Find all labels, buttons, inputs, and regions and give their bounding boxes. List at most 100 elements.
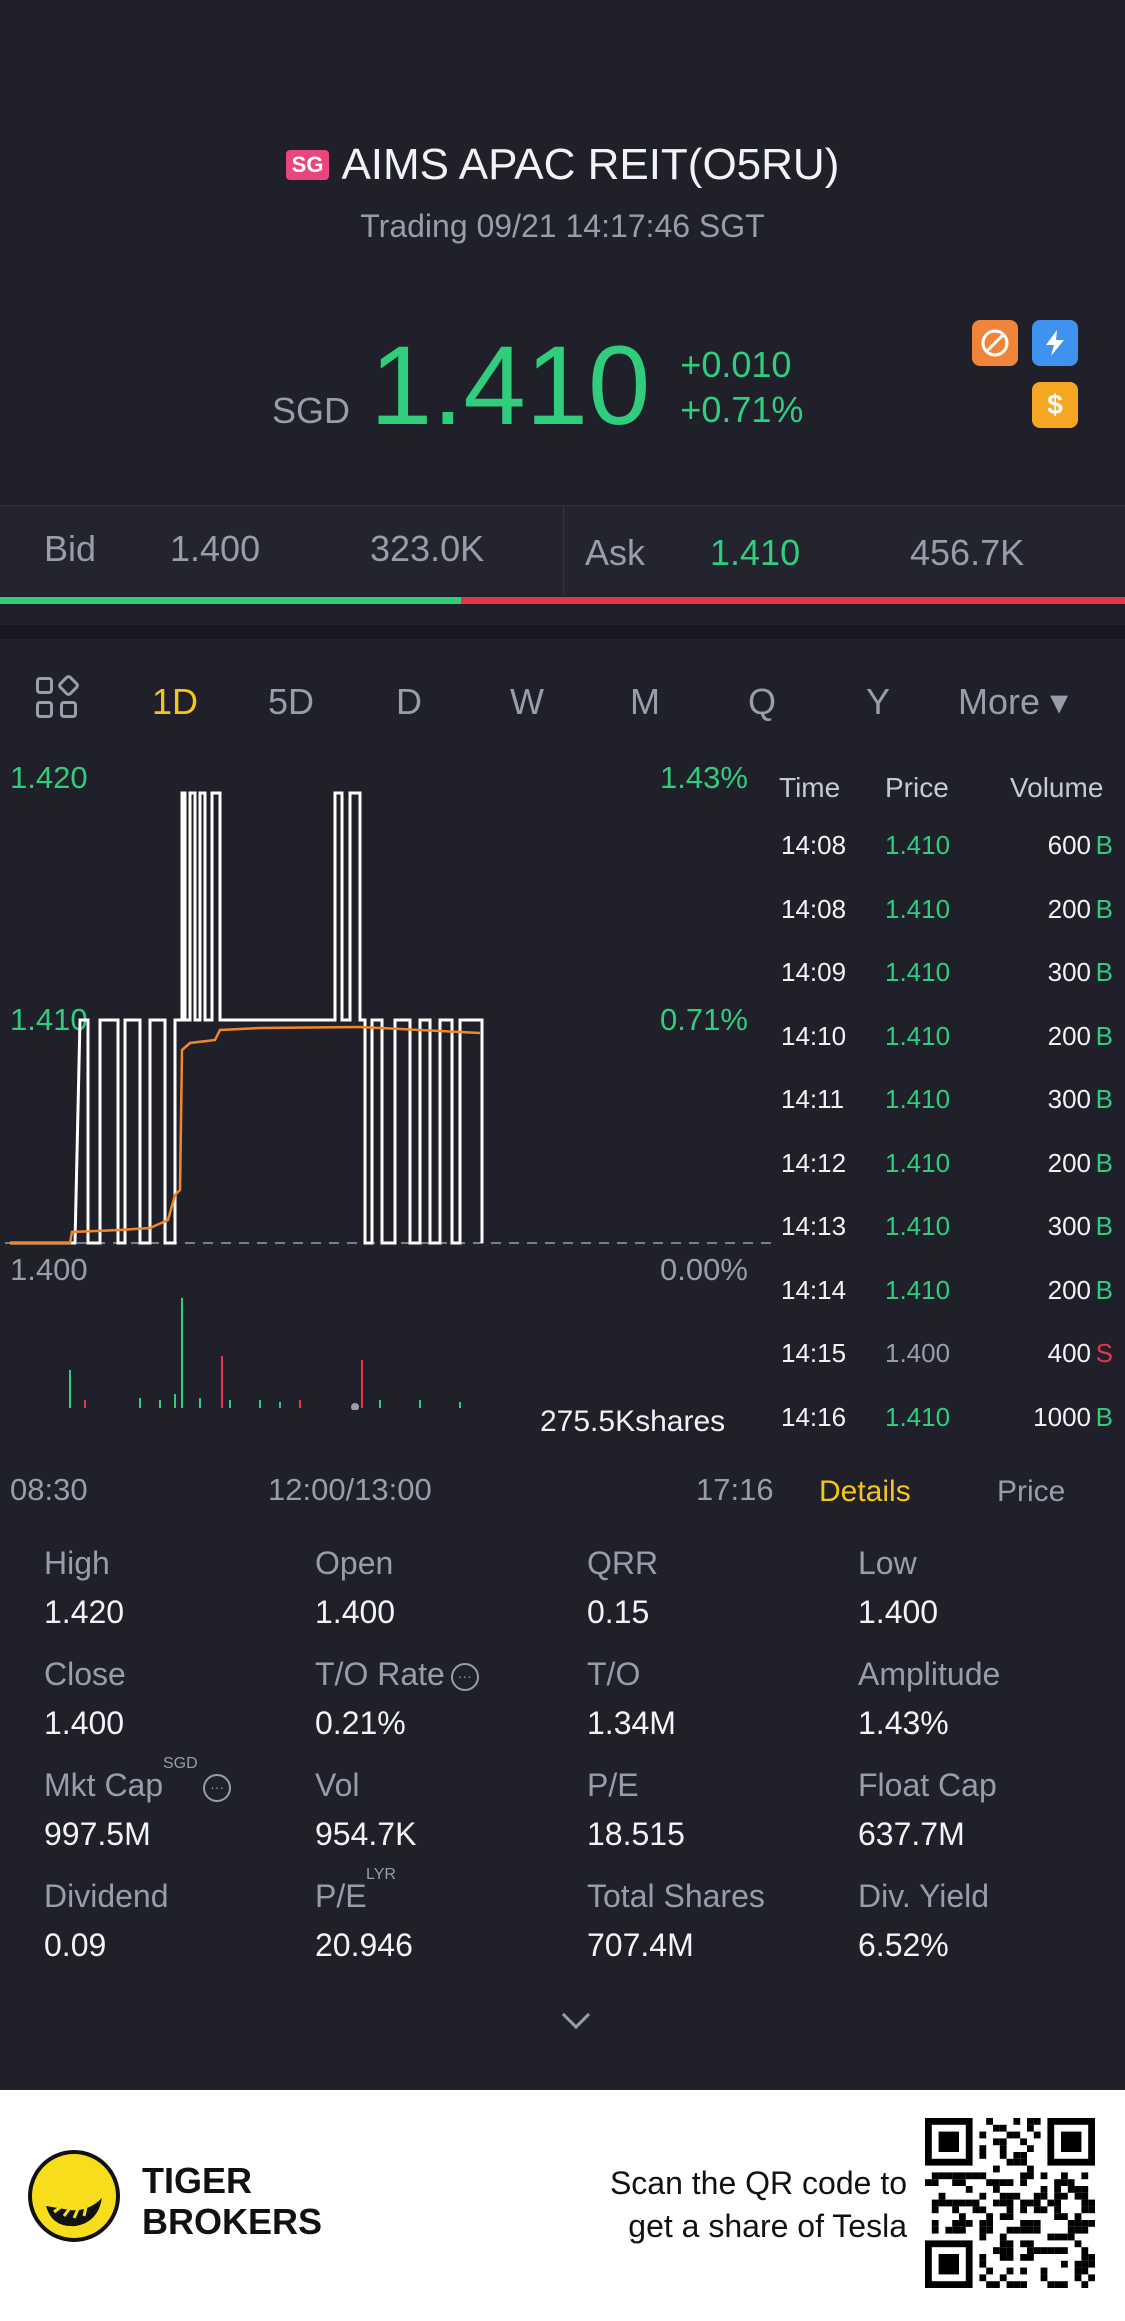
stat-close: Close 1.400 <box>44 1656 304 1742</box>
trade-price: 1.410 <box>885 1211 951 1241</box>
bid-label: Bid <box>44 528 97 569</box>
price-chart-svg <box>5 791 775 1245</box>
qr-code[interactable] <box>925 2118 1095 2288</box>
trade-side: B <box>1095 957 1113 987</box>
ask-strength-bar <box>461 597 1125 604</box>
trades-header-time: Time <box>779 772 841 803</box>
trade-price: 1.410 <box>885 1147 951 1178</box>
y-label-low: 1.400 <box>10 1252 88 1287</box>
info-icon[interactable]: ··· <box>203 1773 232 1802</box>
tab-details[interactable]: Details <box>819 1475 911 1508</box>
feature-icons: $ <box>972 320 1084 430</box>
change-percent: +0.71% <box>680 389 804 430</box>
trading-status: Trading 09/21 14:17:46 SGT <box>360 208 765 244</box>
trade-volume: 300 <box>1047 957 1091 987</box>
change-value: +0.010 <box>680 344 792 385</box>
trade-price: 1.410 <box>885 830 951 860</box>
market-badge: SG <box>285 150 330 180</box>
stat-mkt-cap: Mkt Cap SGD ··· 997.5M <box>44 1755 304 1853</box>
stat-value: 1.400 <box>315 1594 396 1630</box>
trade-row: 14:14 1.410 200 B <box>775 1275 1125 1338</box>
stat-vol: Vol 954.7K <box>315 1767 575 1853</box>
trade-price: 1.410 <box>885 1020 951 1051</box>
trade-time: 14:10 <box>781 1020 847 1051</box>
period-tabs: 1D 5D D W M Q Y More ▾ <box>0 625 1125 750</box>
stat-value: 1.43% <box>858 1705 949 1741</box>
trade-side: B <box>1095 1020 1113 1051</box>
trades-header-price: Price <box>885 772 949 803</box>
stat-low: Low 1.400 <box>858 1545 1118 1631</box>
stat-label: Low <box>858 1545 917 1581</box>
tab-d[interactable]: D <box>396 681 422 722</box>
bid-volume: 323.0K <box>370 528 485 569</box>
trade-price: 1.410 <box>885 893 951 924</box>
tab-m[interactable]: M <box>630 681 660 722</box>
price-line <box>10 791 484 1245</box>
stat-label: Amplitude <box>858 1656 1001 1692</box>
stat-label: Open <box>315 1545 394 1581</box>
bid-ask-divider <box>563 506 564 596</box>
tiger-logo <box>28 2150 120 2242</box>
trade-row: 14:10 1.410 200 B <box>775 1021 1125 1084</box>
trade-price: 1.410 <box>885 957 951 987</box>
trade-volume: 300 <box>1047 1211 1091 1241</box>
trade-volume: 300 <box>1047 1084 1091 1114</box>
price-change: +0.010 +0.71% <box>680 342 803 432</box>
volume-label: 275.5Kshares <box>540 1405 726 1438</box>
stat-sup: LYR <box>366 1866 396 1883</box>
tab-q[interactable]: Q <box>748 681 777 722</box>
stat-label: High <box>44 1545 110 1581</box>
y-label-mid-pct: 0.71% <box>660 1002 748 1037</box>
tab-5d[interactable]: 5D <box>268 681 315 722</box>
trade-time: 14:08 <box>781 830 847 860</box>
currency-label: SGD <box>272 390 351 431</box>
no-short-icon[interactable] <box>972 320 1018 366</box>
trade-time: 14:08 <box>781 893 847 924</box>
trade-side: B <box>1095 1084 1113 1114</box>
stat-sup: SGD <box>163 1755 198 1772</box>
volume-chart-svg <box>69 1298 461 1410</box>
stat-high: High 1.420 <box>44 1545 304 1631</box>
trade-volume: 200 <box>1047 893 1091 924</box>
stat-float-cap: Float Cap 637.7M <box>858 1767 1118 1853</box>
stat-label: Close <box>44 1656 126 1692</box>
bid-strength-bar <box>0 597 462 604</box>
stat-value: 6.52% <box>858 1927 949 1963</box>
tab-more[interactable]: More ▾ <box>958 681 1069 722</box>
lightning-icon[interactable] <box>1032 320 1078 366</box>
trade-volume: 200 <box>1047 1020 1091 1051</box>
scan-text: Scan the QR code to get a share of Tesla <box>610 2162 907 2248</box>
y-label-low-pct: 0.00% <box>660 1252 748 1287</box>
intraday-chart[interactable]: 1.420 1.43% 1.410 0.71% 1.400 0.00% 275.… <box>0 750 775 1520</box>
trade-volume: 600 <box>1047 830 1091 860</box>
trade-row: 14:15 1.400 400 S <box>775 1338 1125 1401</box>
trade-price: 1.400 <box>885 1338 951 1368</box>
trade-side: B <box>1095 893 1113 924</box>
crosshair-dot <box>351 1403 359 1410</box>
tab-price[interactable]: Price <box>997 1475 1066 1508</box>
trade-volume: 1000 <box>1033 1401 1091 1432</box>
stat-value: 0.15 <box>587 1594 650 1630</box>
tab-1d[interactable]: 1D <box>152 681 199 722</box>
y-label-mid: 1.410 <box>10 1002 88 1037</box>
stat-value: 707.4M <box>587 1927 694 1963</box>
brand-line-1: TIGER <box>142 2160 253 2201</box>
info-icon[interactable]: ··· <box>450 1662 479 1691</box>
x-label-mid: 12:00/13:00 <box>268 1472 432 1507</box>
stock-title[interactable]: AIMS APAC REIT(O5RU) <box>341 140 840 189</box>
dollar-icon[interactable]: $ <box>1032 382 1078 428</box>
grid-layout-icon[interactable] <box>36 673 81 719</box>
tab-y[interactable]: Y <box>866 681 891 722</box>
stat-label: P/E <box>315 1878 367 1914</box>
stat-qrr: QRR 0.15 <box>587 1545 847 1631</box>
stat-label: Vol <box>315 1767 360 1803</box>
tab-w[interactable]: W <box>510 681 544 722</box>
trade-time: 14:12 <box>781 1147 847 1178</box>
promo-footer: TIGER BROKERS Scan the QR code to get a … <box>0 2090 1125 2321</box>
stat-value: 954.7K <box>315 1816 417 1852</box>
stat-value: 1.34M <box>587 1705 676 1741</box>
trade-time: 14:15 <box>781 1338 847 1368</box>
trade-row: 14:13 1.410 300 B <box>775 1211 1125 1274</box>
stat-p-e: P/E 18.515 <box>587 1767 847 1853</box>
trade-side: B <box>1095 830 1113 860</box>
